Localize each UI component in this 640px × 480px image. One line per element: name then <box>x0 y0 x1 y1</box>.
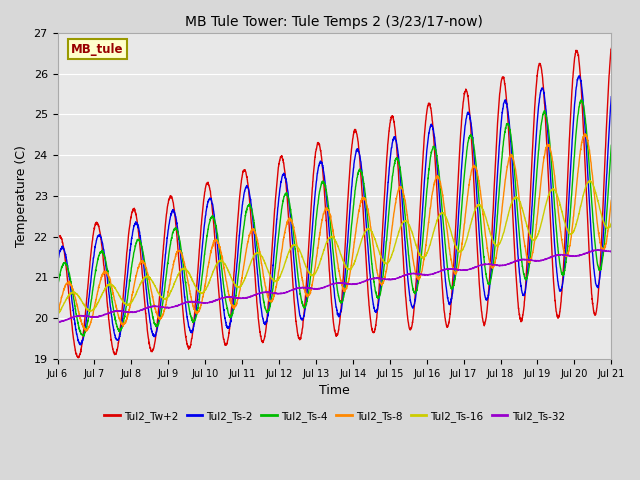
Tul2_Ts-4 <box>266 303 274 309</box>
Tul2_Ts-16 <box>596 208 604 214</box>
Tul2_Ts-2 <box>54 260 61 265</box>
Tul2_Ts-32 <box>537 257 545 263</box>
Tul2_Ts-16 <box>537 222 545 228</box>
Tul2_Tw+2 <box>290 297 298 303</box>
Tul2_Ts-2 <box>290 260 298 265</box>
Tul2_Ts-8 <box>117 319 125 325</box>
Tul2_Ts-16 <box>266 272 274 277</box>
Tul2_Ts-8 <box>290 227 298 233</box>
Tul2_Ts-4 <box>117 326 125 332</box>
Tul2_Ts-16 <box>607 220 615 226</box>
Tul2_Ts-2 <box>266 297 274 303</box>
Tul2_Ts-2 <box>117 328 125 334</box>
Title: MB Tule Tower: Tule Temps 2 (3/23/17-now): MB Tule Tower: Tule Temps 2 (3/23/17-now… <box>186 15 483 29</box>
Tul2_Ts-8 <box>537 179 545 184</box>
Tul2_Ts-4 <box>150 318 157 324</box>
Tul2_Ts-32 <box>607 249 615 254</box>
Tul2_Ts-4 <box>577 97 585 103</box>
Tul2_Ts-4 <box>597 265 605 271</box>
Line: Tul2_Ts-4: Tul2_Ts-4 <box>58 100 611 336</box>
Tul2_Tw+2 <box>150 345 157 351</box>
Legend: Tul2_Tw+2, Tul2_Ts-2, Tul2_Ts-4, Tul2_Ts-8, Tul2_Ts-16, Tul2_Ts-32: Tul2_Tw+2, Tul2_Ts-2, Tul2_Ts-4, Tul2_Ts… <box>100 407 569 426</box>
Tul2_Ts-16 <box>117 295 125 301</box>
Tul2_Ts-32 <box>290 287 298 293</box>
Tul2_Ts-32 <box>595 247 602 252</box>
Tul2_Ts-16 <box>54 312 61 318</box>
Tul2_Tw+2 <box>117 320 125 325</box>
Tul2_Ts-32 <box>266 290 274 296</box>
Tul2_Ts-8 <box>597 243 605 249</box>
Tul2_Ts-32 <box>54 319 61 324</box>
Tul2_Tw+2 <box>596 254 604 260</box>
Tul2_Ts-2 <box>607 94 615 99</box>
Tul2_Ts-2 <box>537 88 545 94</box>
Tul2_Ts-8 <box>54 312 61 317</box>
Line: Tul2_Tw+2: Tul2_Tw+2 <box>58 48 611 358</box>
Tul2_Ts-2 <box>76 342 84 348</box>
Line: Tul2_Ts-16: Tul2_Ts-16 <box>58 181 611 315</box>
Text: MB_tule: MB_tule <box>72 43 124 56</box>
Tul2_Ts-2 <box>597 266 605 272</box>
Tul2_Ts-16 <box>587 178 595 184</box>
Tul2_Ts-16 <box>290 242 298 248</box>
Line: Tul2_Ts-8: Tul2_Ts-8 <box>58 133 611 331</box>
Tul2_Tw+2 <box>54 238 61 244</box>
Tul2_Ts-8 <box>150 300 157 305</box>
Tul2_Ts-4 <box>290 238 298 243</box>
Tul2_Ts-4 <box>607 143 615 148</box>
Tul2_Ts-32 <box>150 303 157 309</box>
Line: Tul2_Ts-2: Tul2_Ts-2 <box>58 76 611 345</box>
Tul2_Ts-8 <box>266 298 274 304</box>
Tul2_Tw+2 <box>74 355 82 360</box>
Tul2_Tw+2 <box>537 64 545 70</box>
Tul2_Ts-32 <box>117 308 125 314</box>
Tul2_Ts-2 <box>575 73 582 79</box>
Tul2_Ts-8 <box>607 197 615 203</box>
Tul2_Tw+2 <box>266 278 274 284</box>
Tul2_Ts-32 <box>56 319 63 325</box>
Tul2_Ts-4 <box>54 286 61 291</box>
Tul2_Ts-4 <box>537 123 545 129</box>
Tul2_Ts-16 <box>150 281 157 287</box>
Tul2_Ts-32 <box>597 247 605 253</box>
Tul2_Ts-4 <box>79 333 87 339</box>
Tul2_Ts-8 <box>581 131 589 136</box>
Tul2_Ts-2 <box>150 333 157 338</box>
Tul2_Ts-8 <box>83 328 90 334</box>
X-axis label: Time: Time <box>319 384 350 397</box>
Line: Tul2_Ts-32: Tul2_Ts-32 <box>58 250 611 322</box>
Tul2_Tw+2 <box>607 46 615 51</box>
Y-axis label: Temperature (C): Temperature (C) <box>15 145 28 247</box>
